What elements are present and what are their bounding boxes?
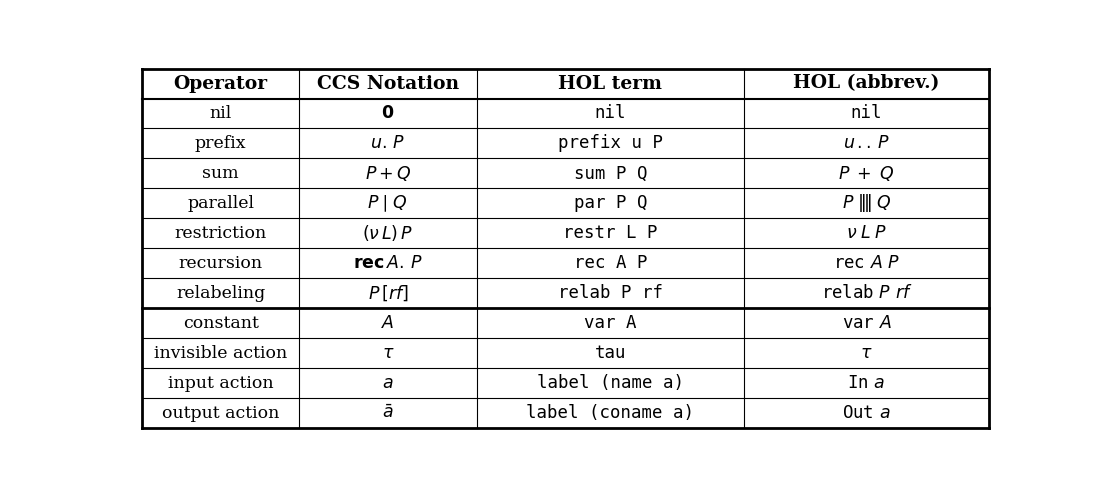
- Text: restr L P: restr L P: [563, 224, 658, 243]
- Text: HOL term: HOL term: [559, 74, 662, 92]
- Text: $P\;+\;Q$: $P\;+\;Q$: [838, 164, 894, 183]
- Text: $P+Q$: $P+Q$: [364, 164, 412, 183]
- Text: $u.\,P$: $u.\,P$: [370, 134, 405, 153]
- Text: tau: tau: [595, 344, 626, 363]
- Text: $\nu\;L\;P$: $\nu\;L\;P$: [846, 224, 888, 243]
- Text: restriction: restriction: [174, 225, 267, 242]
- Text: $a$: $a$: [382, 374, 394, 393]
- Text: $P\mid Q$: $P\mid Q$: [368, 193, 408, 214]
- Text: Operator: Operator: [173, 74, 267, 92]
- Text: $\mathtt{rec}\ A\ P$: $\mathtt{rec}\ A\ P$: [834, 254, 900, 273]
- Text: sum: sum: [202, 165, 238, 182]
- Text: relabeling: relabeling: [176, 285, 265, 302]
- Text: output action: output action: [162, 405, 279, 422]
- Text: $P\,[rf]$: $P\,[rf]$: [368, 284, 408, 303]
- Text: $\bar{a}$: $\bar{a}$: [382, 404, 394, 423]
- Text: par P Q: par P Q: [573, 194, 647, 213]
- Text: label (name a): label (name a): [537, 374, 683, 393]
- Text: $\mathbf{rec}\,A.\,P$: $\mathbf{rec}\,A.\,P$: [353, 254, 423, 273]
- Text: sum P Q: sum P Q: [573, 164, 647, 183]
- Text: $\mathtt{In}\ a$: $\mathtt{In}\ a$: [848, 374, 885, 393]
- Text: recursion: recursion: [179, 255, 263, 272]
- Text: HOL (abbrev.): HOL (abbrev.): [794, 74, 940, 92]
- Text: var A: var A: [584, 314, 637, 333]
- Text: parallel: parallel: [188, 195, 254, 212]
- Text: $A$: $A$: [381, 314, 395, 333]
- Text: label (coname a): label (coname a): [527, 404, 694, 423]
- Text: constant: constant: [182, 315, 258, 332]
- Text: nil: nil: [210, 105, 232, 122]
- Text: nil: nil: [595, 104, 626, 123]
- Text: prefix u P: prefix u P: [558, 134, 662, 153]
- Text: $\tau$: $\tau$: [860, 344, 873, 363]
- Text: nil: nil: [851, 104, 882, 123]
- Text: input action: input action: [168, 375, 274, 392]
- Text: $\mathtt{Out}\ a$: $\mathtt{Out}\ a$: [842, 404, 891, 423]
- Text: $\mathtt{var}\ A$: $\mathtt{var}\ A$: [841, 314, 891, 333]
- Text: invisible action: invisible action: [153, 345, 287, 362]
- Text: $u\,..\,P$: $u\,..\,P$: [843, 134, 890, 153]
- Text: $P\;\|\!\|\;Q$: $P\;\|\!\|\;Q$: [841, 192, 891, 215]
- Text: CCS Notation: CCS Notation: [317, 74, 459, 92]
- Text: relab P rf: relab P rf: [558, 284, 662, 303]
- Text: rec A P: rec A P: [573, 254, 647, 273]
- Text: $(\nu\,L)\,P$: $(\nu\,L)\,P$: [362, 223, 413, 244]
- Text: $\mathtt{relab}\ P\ rf$: $\mathtt{relab}\ P\ rf$: [820, 284, 912, 303]
- Text: $\mathbf{0}$: $\mathbf{0}$: [381, 104, 394, 123]
- Text: prefix: prefix: [195, 135, 246, 152]
- Text: $\tau$: $\tau$: [382, 344, 394, 363]
